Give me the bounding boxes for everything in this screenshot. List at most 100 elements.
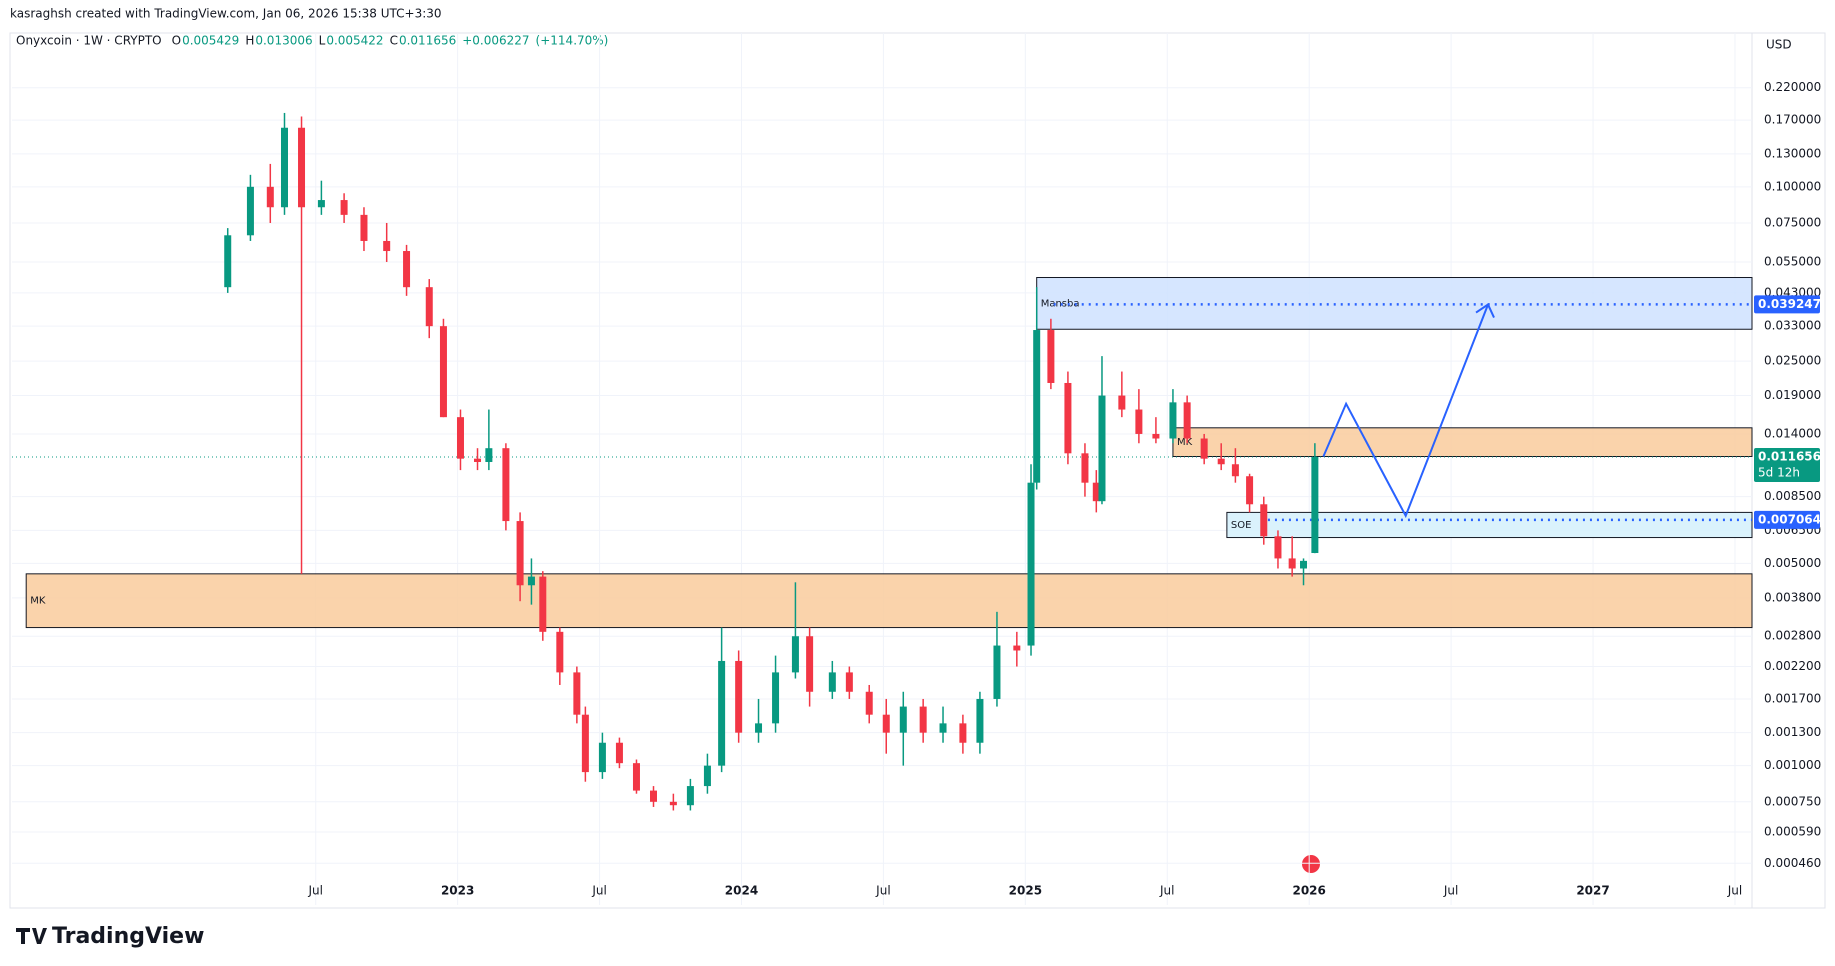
chart-frame: [9, 32, 1826, 909]
candle-body: [650, 790, 658, 802]
legend-key: L: [319, 34, 326, 48]
candle-body: [1081, 453, 1089, 483]
price-badge-label: 0.039247: [1758, 297, 1821, 311]
y-tick-label: 0.075000: [1764, 215, 1821, 229]
candle-body: [919, 706, 927, 733]
x-tick-label: Jul: [591, 884, 606, 898]
candle-body: [703, 765, 711, 787]
candle-body: [1013, 645, 1021, 651]
legend-value: 0.005422: [326, 34, 383, 48]
y-tick-label: 0.000460: [1764, 856, 1821, 870]
candle-body: [474, 458, 482, 462]
x-tick-label: 2024: [725, 884, 758, 898]
y-tick-label: 0.220000: [1764, 80, 1821, 94]
candle-body: [865, 691, 873, 715]
y-tick-label: 0.170000: [1764, 113, 1821, 127]
legend-value: 0.011656: [399, 34, 456, 48]
candle-body: [1311, 456, 1319, 554]
footer-brand: TradingView: [52, 924, 204, 949]
candle-body: [1200, 438, 1208, 459]
price-badge: [1754, 510, 1820, 529]
candle-body: [403, 251, 411, 288]
zone: [1226, 511, 1753, 539]
candle-body: [772, 672, 780, 724]
y-tick-label: 0.002200: [1764, 659, 1821, 673]
zone-label: SOE: [1231, 520, 1252, 531]
candle-body: [340, 200, 348, 215]
candle-body: [1183, 402, 1191, 439]
candle-body: [246, 186, 254, 236]
projection-path: [1322, 304, 1489, 519]
legend-value: 0.005429: [182, 34, 239, 48]
candle-body: [1300, 560, 1308, 569]
candle-body: [485, 448, 493, 462]
legend-change-pct: (+114.70%): [536, 34, 609, 48]
y-tick-label: 0.000750: [1764, 794, 1821, 808]
candle-body: [735, 660, 743, 733]
candle-body: [806, 636, 814, 692]
candle-body: [425, 287, 433, 327]
candle-body: [1217, 458, 1225, 465]
author-line: kasraghsh created with TradingView.com, …: [10, 7, 442, 21]
candle-body: [882, 714, 890, 733]
candle-body: [1135, 409, 1143, 434]
candle-body: [556, 631, 564, 673]
x-tick-label: Jul: [1443, 884, 1458, 898]
candle-body: [1260, 504, 1268, 537]
candle-body: [266, 186, 274, 208]
price-badge: [1754, 447, 1820, 482]
x-tick-label: Jul: [1727, 884, 1742, 898]
candle-body: [298, 127, 306, 208]
candle-body: [1033, 330, 1041, 483]
candle-body: [502, 448, 510, 522]
zone: [1036, 277, 1753, 330]
candle-body: [1098, 395, 1106, 502]
candle-body: [1118, 395, 1126, 410]
x-tick-label: 2027: [1576, 884, 1609, 898]
y-tick-label: 0.100000: [1764, 179, 1821, 193]
candle-body: [280, 127, 288, 208]
y-tick-label: 0.014000: [1764, 426, 1821, 440]
candle-body: [1152, 433, 1160, 439]
y-tick-label: 0.033000: [1764, 319, 1821, 333]
candle-body: [828, 672, 836, 692]
candle-body: [439, 326, 447, 418]
countdown-label: 5d 12h: [1758, 465, 1800, 479]
zone-label: MK: [1177, 437, 1193, 448]
x-tick-label: Jul: [1159, 884, 1174, 898]
candle-body: [539, 576, 547, 632]
candle-body: [686, 786, 694, 806]
event-flag-icon: [1300, 853, 1322, 875]
x-tick-label: Jul: [307, 884, 322, 898]
candle-body: [1231, 464, 1239, 477]
y-tick-label: 0.055000: [1764, 254, 1821, 268]
currency: USD: [1766, 38, 1792, 52]
candle-body: [360, 214, 368, 241]
legend-key: C: [390, 34, 398, 48]
y-tick-label: 0.000590: [1764, 824, 1821, 838]
candle-body: [976, 698, 984, 743]
candle-body: [581, 714, 589, 773]
x-tick-label: 2026: [1292, 884, 1325, 898]
candle-body: [598, 742, 606, 773]
candle-body: [791, 636, 799, 673]
y-tick-label: 0.005000: [1764, 556, 1821, 570]
candle-body: [615, 742, 623, 764]
candle-body: [1288, 558, 1296, 569]
candle-body: [383, 240, 391, 252]
candle-body: [845, 672, 853, 692]
zone: [1172, 427, 1753, 458]
x-tick-label: 2023: [441, 884, 474, 898]
y-tick-label: 0.003800: [1764, 590, 1821, 604]
y-tick-label: 0.025000: [1764, 354, 1821, 368]
candle-body: [527, 576, 535, 586]
x-tick-label: Jul: [875, 884, 890, 898]
candle-body: [573, 672, 581, 715]
candle-body: [456, 417, 464, 459]
candle-body: [993, 645, 1001, 699]
candle-body: [516, 521, 524, 586]
candle-body: [1064, 382, 1072, 454]
legend-key: H: [245, 34, 254, 48]
candle-body: [718, 660, 726, 766]
zone-label: MK: [30, 596, 46, 607]
